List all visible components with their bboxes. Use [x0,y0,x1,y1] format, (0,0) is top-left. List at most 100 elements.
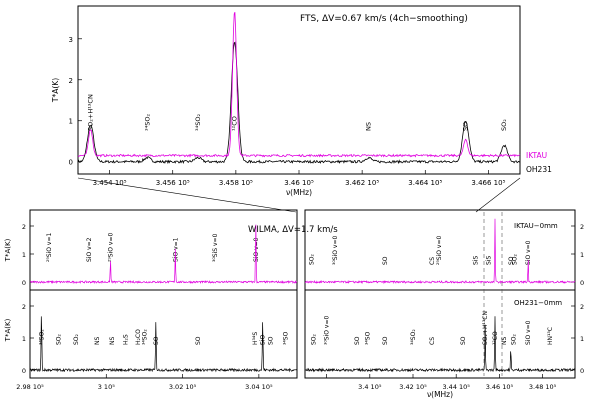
br-xtick-label: 3.44 10⁵ [442,383,470,391]
oh231-spectrum-wilma-left [30,316,298,373]
br-ik-ytick-label: 2 [580,223,584,231]
wilma-line-label: H₂S [123,334,130,345]
bl-oh-ytick-label: 1 [22,335,26,343]
top-xtick-label: 3.46 10⁵ [284,179,314,187]
top-ytick-label: 0 [69,159,73,167]
wilma-line-label: SO [508,256,515,265]
wilma-line-label: SO [382,336,389,345]
bottom-axis-ticks: 2.98 10⁵ 3 10⁵ 3.02 10⁵ 3.04 10⁵ 3.4 10⁵ 3.42… [16,223,584,391]
top-xtick-label: 3.458 10⁵ [219,179,253,187]
zoom-connector-left [77,177,297,213]
oh231-spectrum-top [77,41,521,165]
br-legend-oh: OH231−0mm [514,299,562,307]
br-oh-frame [304,289,576,379]
top-xtick-label: 3.464 10⁵ [408,179,442,187]
wilma-line-label: SiO v=1 [172,237,179,262]
wilma-line-label: ³⁰SiO v=0 [332,236,339,265]
br-oh-ytick-label: 2 [580,303,584,311]
br-oh-ytick-label: 0 [580,367,584,375]
wilma-line-label: NS [109,337,116,345]
top-xtick-label: 3.456 10⁵ [156,179,190,187]
top-line-label: SO [462,122,470,131]
br-xtick-label: 3.46 10⁵ [486,383,514,391]
wilma-line-label: NS [501,337,508,345]
br-xtick-label: 3.42 10⁵ [399,383,427,391]
top-xtick-label: 3.466 10⁵ [471,179,505,187]
iktau-spectrum-wilma-left [30,224,298,285]
top-line-label: SO₂+H¹³CN [87,94,95,131]
wilma-line-label: SiO v=0 [525,320,532,345]
wilma-line-label: ³⁴SO₂ [410,329,417,345]
bl-ik-ytick-label: 2 [22,223,26,231]
br-xtick-label: 3.4 10⁵ [358,383,382,391]
wilma-line-label: SO₂ [512,253,519,265]
wilma-line-label: ²⁹SiO v=0 [436,236,443,265]
bl-ylabel-ik: T*A(K) [4,238,12,262]
bl-ik-ytick-label: 1 [22,251,26,259]
wilma-line-label: SO₂ [73,333,80,345]
wilma-line-label: ²⁹SiO v=1 [46,233,53,262]
bl-xtick-label: 3 10⁵ [98,383,115,391]
wilma-line-label: ²⁹SiO v=0 [107,233,114,262]
wilma-line-label: SiS [486,256,493,265]
wilma-line-label: SiO v=2 [86,237,93,262]
top-line-label: ¹²CO [231,116,239,131]
top-line-label: ³⁴SO₂ [143,114,151,131]
br-ik-ytick-label: 1 [580,251,584,259]
wilma-line-label: SO₂ [510,333,517,345]
wilma-line-label: SO [354,336,361,345]
br-legend-ik: IKTAU−0mm [514,222,558,230]
top-line-labels: SO₂+H¹³CN ³⁴SO₂ ³⁴SO₂ ¹²CO NS SO SO₂ [87,94,509,131]
wilma-line-label: ³⁰SiO v=0 [324,316,331,345]
wilma-line-label: SO [382,256,389,265]
bl-xtick-label: 3.04 10⁵ [245,383,273,391]
wilma-line-label: SO₂+H¹³CN [482,311,489,345]
wilma-line-label: ³⁴SO [365,331,372,345]
wilma-line-label: SO [460,336,467,345]
top-panel-annotation: FTS, ΔV=0.67 km/s (4ch−smoothing) [300,14,468,24]
top-xtick-label: 3.462 10⁵ [345,179,379,187]
iktau-spectrum-top [77,12,521,158]
wilma-line-label: SO₂ [311,333,318,345]
wilma-line-label: SO₂ [308,253,315,265]
wilma-annotation: WILMA, ΔV=1.7 km/s [248,225,338,235]
bottom-line-labels: ²⁹SiO v=1 SiO v=2 ²⁹SiO v=0 SiO v=1 ³⁰SiS v=… [38,233,554,345]
wilma-line-label: ³⁴SO [283,331,290,345]
wilma-line-label: NS [94,337,101,345]
wilma-line-label: H³⁴S [252,332,259,345]
top-xlabel: ν(MHz) [286,188,312,197]
bl-xtick-label: 3.02 10⁵ [169,383,197,391]
br-ik-ytick-label: 0 [580,279,584,287]
wilma-line-label: SO [195,336,202,345]
bl-oh-frame [29,289,298,379]
br-xlabel: ν(MHz) [427,390,453,399]
top-panel-frame [77,5,521,175]
wilma-line-label: SiS [473,256,480,265]
wilma-line-label: H₂CO [135,329,142,345]
iktau-spectrum-wilma-right [304,218,576,285]
wilma-line-label: SO [267,336,274,345]
wilma-line-label: SiO v=0 [525,240,532,265]
wilma-panels: WILMA, ΔV=1.7 km/s IKTAU−0mm OH231−0mm T… [4,209,584,399]
wilma-line-label: CS [429,257,436,265]
top-line-label: ³⁴SO₂ [194,114,202,131]
top-ylabel: T*A(K) [51,78,60,103]
wilma-line-label: ³⁰SiS v=0 [212,233,219,262]
zoom-connector-right [475,177,521,213]
wilma-line-label: ³⁴SO₂ [141,329,148,345]
bl-ylabel-oh: T*A(K) [4,318,12,342]
top-ytick-label: 3 [69,36,73,44]
wilma-line-label: HN¹³C [547,327,554,345]
oh231-spectrum-wilma-right [304,316,576,373]
fts-panel: FTS, ΔV=0.67 km/s (4ch−smoothing) IKTAU … [51,5,552,197]
bl-ik-ytick-label: 0 [22,279,26,287]
top-line-label: NS [364,122,372,131]
bl-oh-ytick-label: 2 [22,303,26,311]
br-xtick-label: 3.48 10⁵ [529,383,557,391]
top-ytick-label: 2 [69,77,73,85]
top-ytick-label: 1 [69,118,73,126]
top-line-label: SO₂ [500,119,508,131]
wilma-line-label: SO₂ [56,333,63,345]
